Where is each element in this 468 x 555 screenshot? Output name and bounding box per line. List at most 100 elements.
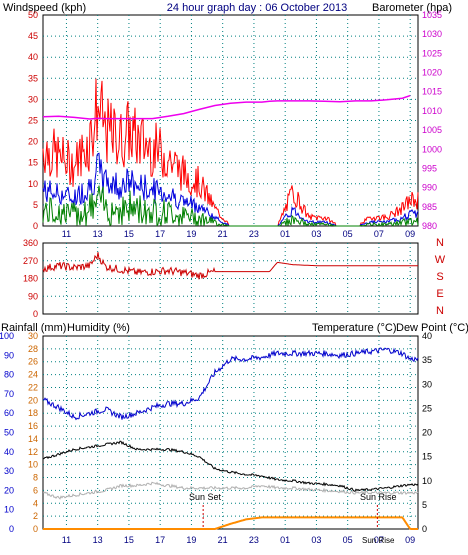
windspeed-tick-label: 20 xyxy=(28,137,38,147)
climate-x-tick-label: 21 xyxy=(218,535,228,545)
humidity-tick-label: 90 xyxy=(4,350,14,360)
temperature-tick-label: 35 xyxy=(422,355,432,365)
rain-tick-label: 22 xyxy=(28,382,38,392)
barometer-tick-label: 1000 xyxy=(422,144,442,154)
humidity-tick-label: 60 xyxy=(4,408,14,418)
climate-x-tick-label: 17 xyxy=(155,535,165,545)
humidity-tick-label: 20 xyxy=(4,485,14,495)
climate-x-tick-label: 15 xyxy=(124,535,134,545)
compass-label: N xyxy=(436,237,444,249)
climate-x-tick-label: 01 xyxy=(280,535,290,545)
rain-tick-label: 24 xyxy=(28,370,38,380)
wind-x-tick-label: 23 xyxy=(249,229,259,239)
humidity-label: Humidity (%) xyxy=(67,322,130,334)
humidity-tick-label: 100 xyxy=(0,331,14,341)
direction-tick-label: 270 xyxy=(23,256,38,266)
temperature-series xyxy=(42,440,419,492)
barometer-tick-label: 1005 xyxy=(422,125,442,135)
wind-x-tick-label: 17 xyxy=(155,229,165,239)
rain-tick-label: 30 xyxy=(28,331,38,341)
wind-x-tick-label: 05 xyxy=(343,229,353,239)
climate-x-tick-label: 19 xyxy=(186,535,196,545)
rain-tick-label: 18 xyxy=(28,408,38,418)
barometer-tick-label: 1030 xyxy=(422,29,442,39)
windspeed-tick-label: 15 xyxy=(28,158,38,168)
direction-tick-label: 360 xyxy=(23,238,38,248)
direction-tick-label: 0 xyxy=(33,309,38,319)
temperature-tick-label: 40 xyxy=(422,331,432,341)
windspeed-tick-label: 0 xyxy=(33,221,38,231)
rain-tick-label: 20 xyxy=(28,395,38,405)
chart-title: 24 hour graph day : 06 October 2013 xyxy=(167,2,347,14)
rain-tick-label: 26 xyxy=(28,357,38,367)
humidity-tick-label: 10 xyxy=(4,505,14,515)
sun-set-label: Sun Set xyxy=(189,492,222,502)
temperature-tick-label: 15 xyxy=(422,452,432,462)
barometer-tick-label: 980 xyxy=(422,221,437,231)
barometer-tick-label: 985 xyxy=(422,202,437,212)
compass-label: N xyxy=(436,305,444,317)
barometer-label: Barometer (hpa) xyxy=(372,2,452,14)
rain-tick-label: 12 xyxy=(28,447,38,457)
humidity-series xyxy=(42,347,419,421)
sun-rise-axis-label: Sun Rise xyxy=(362,536,395,545)
direction-tick-label: 180 xyxy=(23,274,38,284)
wind-direction-series xyxy=(42,252,418,280)
wind-x-tick-label: 15 xyxy=(124,229,134,239)
windspeed-tick-label: 50 xyxy=(28,10,38,20)
windspeed-tick-label: 35 xyxy=(28,73,38,83)
climate-x-tick-label: 09 xyxy=(405,535,415,545)
windspeed-tick-label: 30 xyxy=(28,94,38,104)
wind-x-tick-label: 07 xyxy=(374,229,384,239)
temperature-label: Temperature (°C) xyxy=(312,322,396,334)
windspeed-tick-label: 10 xyxy=(28,179,38,189)
rain-tick-label: 28 xyxy=(28,344,38,354)
barometer-tick-label: 1010 xyxy=(422,106,442,116)
barometer-tick-label: 990 xyxy=(422,183,437,193)
wind-x-tick-label: 19 xyxy=(186,229,196,239)
windspeed-tick-label: 25 xyxy=(28,116,38,126)
humidity-tick-label: 70 xyxy=(4,389,14,399)
barometer-tick-label: 1025 xyxy=(422,48,442,58)
barometer-tick-label: 1015 xyxy=(422,87,442,97)
temperature-tick-label: 5 xyxy=(422,500,427,510)
climate-x-tick-label: 11 xyxy=(62,535,71,545)
barometer-tick-label: 995 xyxy=(422,163,437,173)
wind-x-tick-label: 13 xyxy=(93,229,103,239)
barometer-series xyxy=(42,94,411,120)
climate-panel-frame xyxy=(42,335,419,530)
sun-rise-label: Sun Rise xyxy=(360,492,397,502)
compass-label: W xyxy=(435,254,446,266)
rain-tick-label: 2 xyxy=(33,511,38,521)
rain-tick-label: 14 xyxy=(28,434,38,444)
dewpoint-series xyxy=(42,481,419,500)
climate-x-tick-label: 07 xyxy=(374,535,384,545)
temperature-tick-label: 20 xyxy=(422,428,432,438)
windspeed-tick-label: 45 xyxy=(28,31,38,41)
direction-tick-label: 90 xyxy=(28,291,38,301)
climate-x-tick-label: 05 xyxy=(343,535,353,545)
temperature-tick-label: 30 xyxy=(422,379,432,389)
barometer-tick-label: 1035 xyxy=(422,10,442,20)
compass-label: E xyxy=(436,288,443,300)
wind-x-tick-label: 21 xyxy=(218,229,228,239)
temperature-tick-label: 10 xyxy=(422,476,432,486)
wind-x-tick-label: 09 xyxy=(405,229,415,239)
windspeed-label: Windspeed (kph) xyxy=(3,2,86,14)
rainfall-series xyxy=(43,516,418,530)
humidity-tick-label: 50 xyxy=(4,428,14,438)
temperature-tick-label: 0 xyxy=(422,524,427,534)
wind-x-tick-label: 01 xyxy=(280,229,290,239)
climate-x-tick-label: 23 xyxy=(249,535,259,545)
barometer-tick-label: 1020 xyxy=(422,68,442,78)
humidity-tick-label: 30 xyxy=(4,466,14,476)
rain-tick-label: 4 xyxy=(33,498,38,508)
rain-tick-label: 16 xyxy=(28,421,38,431)
rain-tick-label: 6 xyxy=(33,485,38,495)
climate-x-tick-label: 03 xyxy=(311,535,321,545)
humidity-tick-label: 80 xyxy=(4,370,14,380)
climate-x-tick-label: 13 xyxy=(93,535,103,545)
rain-tick-label: 8 xyxy=(33,473,38,483)
